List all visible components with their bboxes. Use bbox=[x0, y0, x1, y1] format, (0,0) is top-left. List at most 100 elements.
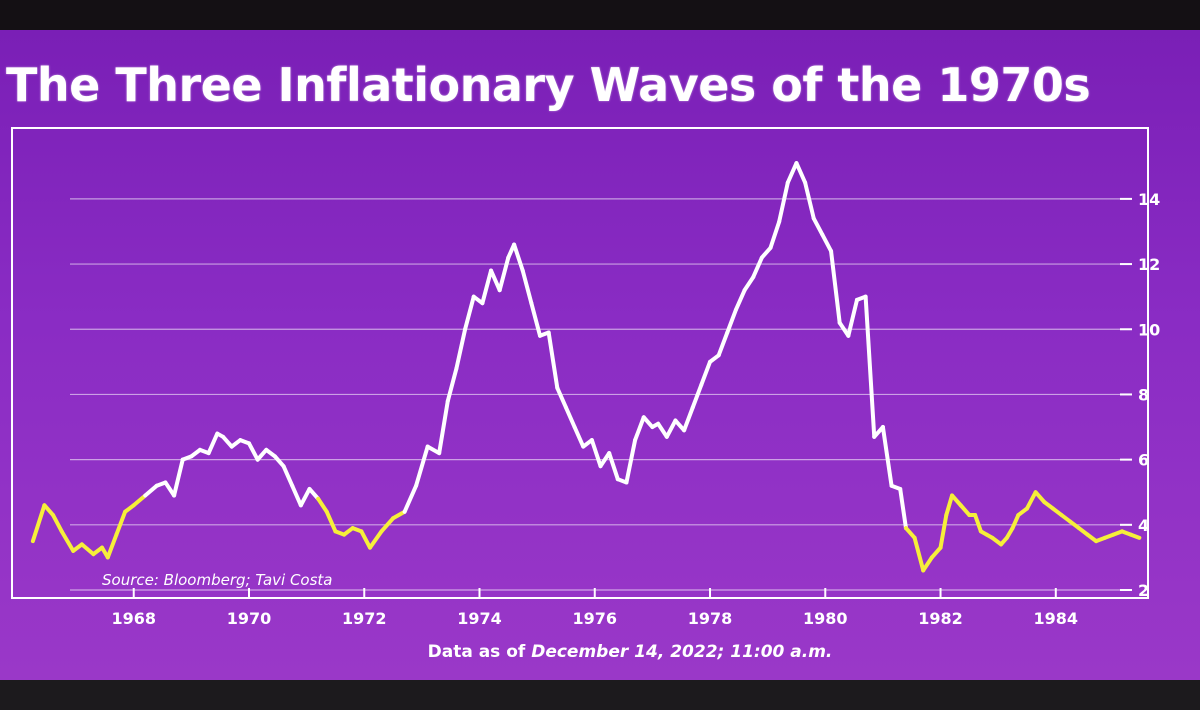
source-note: Source: Bloomberg; Tavi Costa bbox=[102, 571, 333, 589]
tv-bezel bbox=[0, 680, 1200, 710]
series-segment bbox=[497, 255, 511, 293]
series-segment bbox=[742, 275, 756, 293]
x-tick-label-1978: 1978 bbox=[688, 609, 733, 628]
y-tick-label-12: 12 bbox=[1138, 255, 1160, 274]
series-segment bbox=[512, 242, 525, 273]
series-segment bbox=[246, 441, 260, 462]
grid-lines bbox=[70, 198, 1120, 591]
series-segment bbox=[480, 268, 494, 306]
x-axis: 1968 1970 1972 1974 1976 1978 1980 1982 1984 bbox=[111, 588, 1078, 628]
series-segment bbox=[379, 516, 396, 534]
series-segment bbox=[863, 294, 877, 439]
series-segment bbox=[290, 483, 303, 508]
y-tick-label-14: 14 bbox=[1138, 190, 1160, 209]
series-segment bbox=[402, 483, 419, 514]
footer-date: December 14, 2022; 11:00 a.m. bbox=[531, 642, 833, 662]
series-segment bbox=[143, 483, 159, 498]
series-segment bbox=[768, 219, 782, 250]
y-tick-label-8: 8 bbox=[1138, 385, 1149, 404]
series-segment bbox=[563, 405, 577, 430]
series-segment bbox=[454, 327, 468, 371]
series-segment bbox=[272, 454, 286, 469]
series-segment bbox=[359, 529, 373, 550]
footer-prefix: Data as of bbox=[427, 642, 532, 662]
series-segment bbox=[572, 425, 586, 449]
series-segment bbox=[529, 301, 543, 338]
series-segment bbox=[829, 249, 842, 325]
x-tick-label-1972: 1972 bbox=[342, 609, 387, 628]
series-segment bbox=[690, 382, 704, 410]
series-segment bbox=[437, 398, 450, 456]
plot-frame bbox=[11, 127, 1149, 599]
x-tick-label-1974: 1974 bbox=[457, 609, 502, 628]
series-segment bbox=[1128, 532, 1142, 540]
series-segment bbox=[958, 503, 972, 518]
x-tick-label-1980: 1980 bbox=[803, 609, 848, 628]
series-segment bbox=[929, 545, 943, 560]
series-segment bbox=[656, 421, 669, 439]
series-segment bbox=[607, 451, 620, 482]
y-tick-label-4: 4 bbox=[1138, 516, 1149, 535]
series-segment bbox=[114, 509, 128, 537]
series-segment bbox=[131, 493, 148, 508]
series-segment bbox=[944, 493, 955, 518]
series-segment bbox=[42, 503, 56, 518]
x-tick-label-1970: 1970 bbox=[227, 609, 272, 628]
series-segment bbox=[912, 535, 926, 573]
series-segment bbox=[30, 503, 47, 544]
series-segment bbox=[898, 486, 908, 531]
series-segment bbox=[664, 418, 678, 439]
series-segment bbox=[172, 457, 185, 498]
series-segment bbox=[820, 232, 834, 254]
tv-screen bbox=[0, 30, 1200, 680]
y-tick-label-6: 6 bbox=[1138, 451, 1149, 470]
series-segment bbox=[633, 415, 646, 443]
series-segment bbox=[281, 464, 295, 488]
series-segment bbox=[520, 268, 534, 306]
series-segment bbox=[803, 180, 816, 221]
series-segment bbox=[725, 307, 738, 335]
series-segment bbox=[1024, 490, 1038, 511]
series-segment bbox=[1010, 513, 1021, 531]
y-tick-label-2: 2 bbox=[1138, 581, 1149, 600]
series-segment bbox=[546, 330, 560, 390]
series-segment bbox=[51, 513, 64, 534]
series-segment bbox=[391, 509, 407, 521]
series-segment bbox=[846, 297, 859, 338]
series-segment bbox=[221, 434, 234, 449]
series-segment bbox=[368, 529, 384, 550]
x-tick-label-1968: 1968 bbox=[111, 609, 156, 628]
series-segment bbox=[682, 405, 695, 433]
series-segment bbox=[255, 447, 269, 462]
series-segment bbox=[206, 431, 220, 456]
series-segment bbox=[298, 486, 312, 508]
series-segment bbox=[699, 359, 713, 387]
series-segment bbox=[938, 513, 949, 550]
series-segment bbox=[641, 415, 655, 430]
series-segment bbox=[903, 526, 917, 540]
series-segment bbox=[489, 268, 502, 293]
series-segment bbox=[624, 438, 638, 485]
series-segment bbox=[811, 216, 825, 237]
series-segment bbox=[1033, 490, 1047, 504]
series-segment bbox=[307, 486, 321, 501]
series-segment bbox=[716, 330, 730, 358]
series-segment bbox=[445, 366, 459, 403]
series-inflation bbox=[30, 161, 1142, 573]
series-segment bbox=[425, 444, 442, 456]
data-date-note: Data as of December 14, 2022; 11:00 a.m. bbox=[0, 642, 1200, 662]
series-segment bbox=[598, 451, 612, 469]
series-segment bbox=[777, 180, 790, 224]
series-segment bbox=[105, 532, 119, 560]
series-segment bbox=[589, 438, 603, 469]
series-segment bbox=[79, 542, 96, 557]
series-segment bbox=[751, 255, 764, 280]
series-segment bbox=[973, 513, 983, 534]
chart-title: The Three Inflationary Waves of the 1970… bbox=[6, 58, 1091, 112]
series-segment bbox=[921, 555, 934, 573]
series-segment bbox=[759, 245, 773, 260]
y-axis: 2 4 6 8 10 12 14 bbox=[1120, 190, 1160, 600]
x-tick-label-1982: 1982 bbox=[918, 609, 963, 628]
x-tick-label-1984: 1984 bbox=[1034, 609, 1079, 628]
